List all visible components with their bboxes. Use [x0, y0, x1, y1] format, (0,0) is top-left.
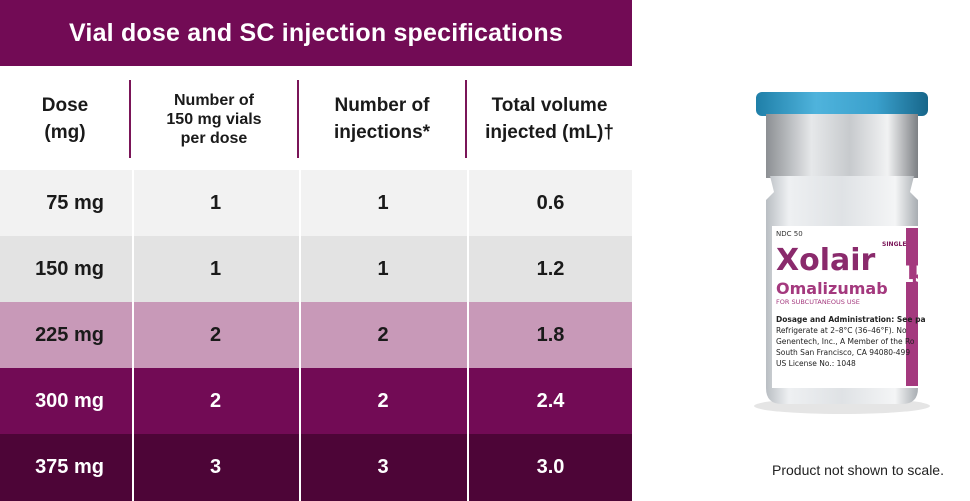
label-ndc-text: NDC 50	[776, 230, 803, 238]
vials-cell: 3	[132, 434, 297, 501]
dose-cell: 375 mg	[35, 456, 104, 478]
product-image-area: NDC 50 SINGLE Xolair 15 Omalizumab FOR S…	[632, 0, 970, 501]
vials-cell: 1	[132, 170, 297, 236]
vials-cell: 2	[132, 368, 297, 434]
scale-caption: Product not shown to scale.	[772, 462, 944, 478]
table-header-row: Dose (mg) Number of 150 mg vials per dos…	[0, 66, 632, 170]
injections-cell: 2	[299, 302, 465, 368]
dose-cell: 75 mg	[46, 191, 104, 214]
dose-specifications-table: Vial dose and SC injection specification…	[0, 0, 632, 501]
table-row: 150 mg 1 1 1.2	[0, 236, 632, 302]
header-dose: Dose (mg)	[41, 95, 89, 143]
header-volume: Total volume injected (mL)†	[485, 95, 614, 143]
label-line-4: South San Francisco, CA 94080-499	[776, 348, 910, 357]
dose-cell: 300 mg	[35, 389, 104, 412]
table-row: 375 mg 3 3 3.0	[0, 434, 632, 501]
xolair-vial-image: NDC 50 SINGLE Xolair 15 Omalizumab FOR S…	[754, 92, 930, 414]
label-generic-name: Omalizumab	[776, 279, 888, 298]
label-strength-band	[906, 228, 918, 386]
volume-cell: 0.6	[467, 170, 632, 236]
table-title: Vial dose and SC injection specification…	[0, 0, 632, 66]
header-divider	[465, 80, 467, 158]
header-vials: Number of 150 mg vials per dose	[166, 91, 262, 147]
header-divider	[129, 80, 131, 158]
table-row: 300 mg 2 2 2.4	[0, 368, 632, 434]
injections-cell: 3	[299, 434, 465, 501]
volume-cell: 2.4	[467, 368, 632, 434]
table-row: 225 mg 2 2 1.8	[0, 302, 632, 368]
vials-cell: 2	[132, 302, 297, 368]
volume-cell: 1.8	[467, 302, 632, 368]
label-single-text: SINGLE	[882, 241, 906, 248]
vials-cell: 1	[132, 236, 297, 302]
label-line-1: Dosage and Administration: See pa	[776, 315, 926, 324]
volume-cell: 3.0	[467, 434, 632, 501]
header-divider	[297, 80, 299, 158]
label-strength: 15	[899, 263, 930, 288]
label-line-5: US License No.: 1048	[776, 359, 856, 368]
dose-cell: 225 mg	[35, 323, 104, 346]
dose-cell: 150 mg	[35, 257, 104, 280]
header-injections: Number of injections*	[333, 95, 431, 143]
label-route: FOR SUBCUTANEOUS USE	[776, 298, 860, 306]
vial-cap	[756, 92, 928, 116]
injections-cell: 1	[299, 170, 465, 236]
label-brand: Xolair	[776, 243, 876, 278]
injections-cell: 2	[299, 368, 465, 434]
injections-cell: 1	[299, 236, 465, 302]
table-row: 75 mg 1 1 0.6	[0, 170, 632, 236]
volume-cell: 1.2	[467, 236, 632, 302]
vial-crimp	[766, 114, 918, 178]
label-line-2: Refrigerate at 2–8°C (36–46°F). No	[776, 326, 907, 335]
label-line-3: Genentech, Inc., A Member of the Ro	[776, 337, 915, 346]
vial-label	[772, 226, 918, 388]
